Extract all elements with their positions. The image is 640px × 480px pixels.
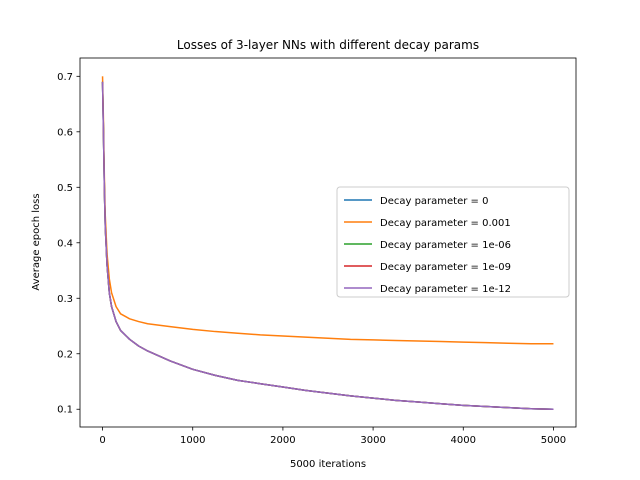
y-tick-label-4: 0.5 bbox=[57, 183, 73, 194]
y-tick-label-5: 0.6 bbox=[57, 127, 73, 138]
series-line-1 bbox=[101, 76, 554, 345]
y-tick-label-6: 0.7 bbox=[57, 72, 73, 83]
series-line-4 bbox=[101, 81, 554, 410]
x-axis-title: 5000 iterations bbox=[290, 459, 366, 470]
legend-label-2: Decay parameter = 1e-06 bbox=[380, 240, 511, 251]
chart-title: Losses of 3-layer NNs with different dec… bbox=[177, 38, 479, 52]
legend-label-3: Decay parameter = 1e-09 bbox=[380, 262, 511, 273]
y-tick-label-1: 0.2 bbox=[57, 349, 73, 360]
x-tick-label-5: 5000 bbox=[541, 435, 566, 446]
y-axis: 0.1 0.2 0.3 0.4 0.5 0.6 0.7 bbox=[57, 72, 80, 416]
x-tick-label-4: 4000 bbox=[451, 435, 476, 446]
y-tick-label-3: 0.4 bbox=[57, 238, 73, 249]
y-tick-label-0: 0.1 bbox=[57, 405, 73, 416]
x-tick-label-1: 1000 bbox=[180, 435, 205, 446]
legend-frame bbox=[336, 186, 570, 298]
legend-label-0: Decay parameter = 0 bbox=[380, 196, 488, 207]
legend-label-4: Decay parameter = 1e-12 bbox=[380, 284, 511, 295]
x-axis: 0 1000 2000 3000 4000 5000 bbox=[99, 427, 566, 446]
x-tick-label-2: 2000 bbox=[270, 435, 295, 446]
x-tick-label-0: 0 bbox=[99, 435, 105, 446]
y-tick-label-2: 0.3 bbox=[57, 294, 73, 305]
series-layer bbox=[101, 76, 554, 410]
y-axis-title: Average epoch loss bbox=[31, 193, 42, 290]
legend: Decay parameter = 0 Decay parameter = 0.0… bbox=[336, 186, 570, 298]
x-tick-label-3: 3000 bbox=[360, 435, 385, 446]
legend-label-1: Decay parameter = 0.001 bbox=[380, 218, 511, 229]
